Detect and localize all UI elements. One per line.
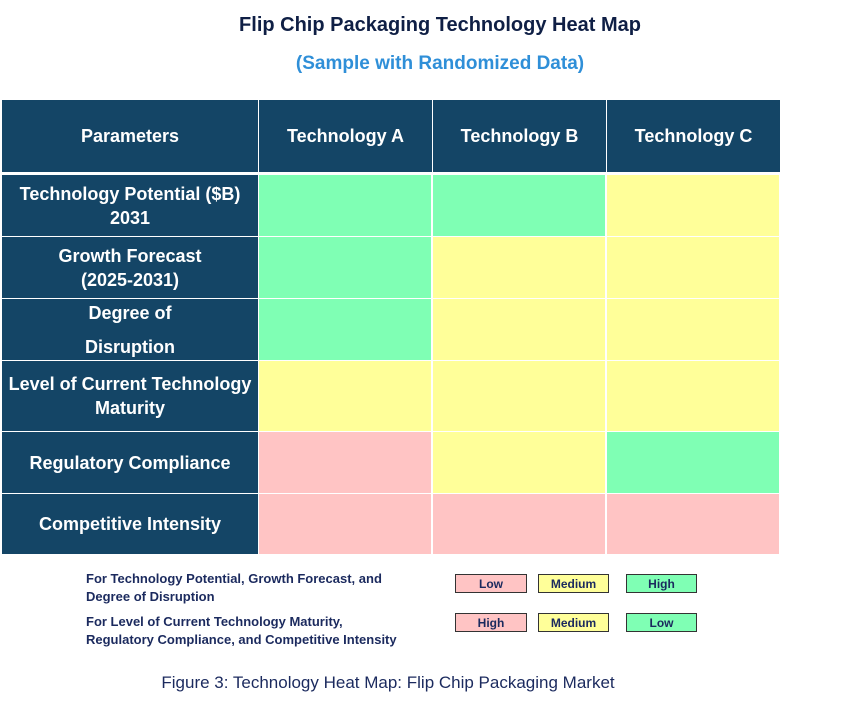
row-header: Competitive Intensity xyxy=(2,494,258,554)
row-header: Regulatory Compliance xyxy=(2,432,258,493)
legend-text: For Level of Current Technology Maturity… xyxy=(86,614,397,647)
row-header: Technology Potential ($B) 2031 xyxy=(2,175,258,236)
legend-key: Medium xyxy=(538,574,609,593)
column-header: Parameters xyxy=(2,100,258,172)
subtitle: (Sample with Randomized Data) xyxy=(295,53,585,74)
column-header: Technology A xyxy=(259,100,432,172)
heat-cell xyxy=(433,175,605,236)
caption: Figure 3: Technology Heat Map: Flip Chip… xyxy=(161,673,615,692)
column-header: Technology C xyxy=(607,100,780,172)
heat-cell xyxy=(259,237,431,298)
heat-cell xyxy=(433,299,605,360)
column-header: Technology B xyxy=(433,100,606,172)
heat-cell xyxy=(433,494,605,554)
heat-cell xyxy=(607,299,779,360)
heat-cell xyxy=(607,361,779,431)
title: Flip Chip Packaging Technology Heat Map xyxy=(239,14,641,36)
legend-key: Low xyxy=(455,574,527,593)
heat-cell xyxy=(259,175,431,236)
row-header: Growth Forecast (2025-2031) xyxy=(2,237,258,298)
heat-cell xyxy=(259,494,431,554)
heat-cell xyxy=(259,361,431,431)
heat-cell xyxy=(433,361,605,431)
row-header: Level of Current Technology Maturity xyxy=(2,361,258,431)
heat-cell xyxy=(259,299,431,360)
heat-cell xyxy=(607,237,779,298)
legend-key: Medium xyxy=(538,613,609,632)
row-header: Degree of Disruption xyxy=(2,299,258,360)
heat-cell xyxy=(607,175,779,236)
heat-cell xyxy=(433,432,605,493)
legend-key: Low xyxy=(626,613,697,632)
heat-cell xyxy=(607,432,779,493)
heat-cell xyxy=(607,494,779,554)
legend-text: For Technology Potential, Growth Forecas… xyxy=(86,571,382,604)
legend-key: High xyxy=(455,613,527,632)
heat-cell xyxy=(259,432,431,493)
heat-cell xyxy=(433,237,605,298)
legend-key: High xyxy=(626,574,697,593)
